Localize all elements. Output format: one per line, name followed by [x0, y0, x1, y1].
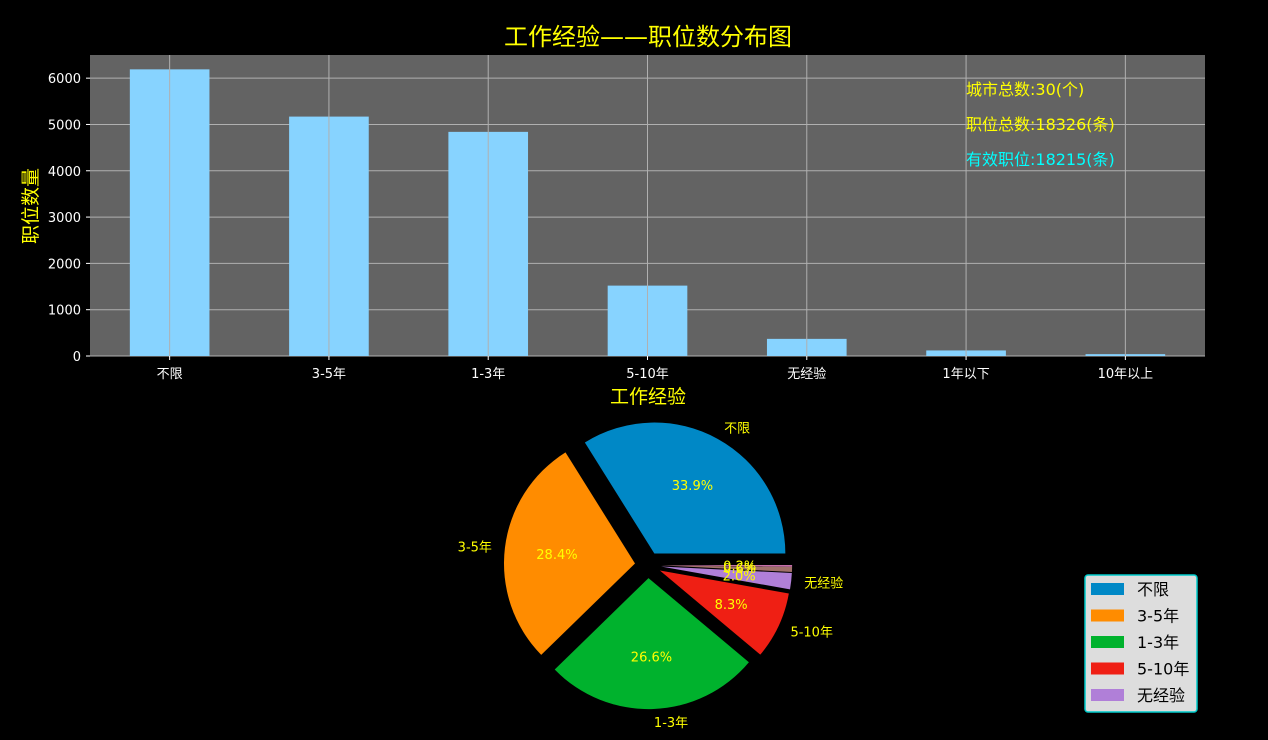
pie-pct-label: 0.2% — [723, 560, 756, 575]
pie-slice — [661, 565, 793, 567]
pie-slice — [554, 578, 749, 710]
x-tick-label: 1年以下 — [942, 367, 989, 382]
annotation-city-count: 城市总数:30(个) — [966, 80, 1084, 99]
pie-pct-label: 8.3% — [715, 598, 748, 613]
y-axis-label: 职位数量 — [20, 168, 42, 244]
pie-slice — [661, 566, 792, 590]
bar-series — [129, 55, 1166, 357]
y-tick-label: 6000 — [48, 72, 81, 87]
legend-label: 不限 — [1137, 580, 1169, 599]
y-tick-label: 5000 — [48, 118, 81, 133]
legend-swatch — [1091, 636, 1124, 648]
x-tick-label: 3-5年 — [312, 367, 346, 382]
y-tick-label: 3000 — [48, 211, 81, 226]
pie-chart — [503, 422, 793, 710]
pie-pct-label: 2.0% — [723, 569, 756, 584]
legend-swatch — [1091, 662, 1124, 675]
x-tick-label: 不限 — [157, 367, 183, 382]
legend-swatch — [1091, 583, 1124, 595]
pie-outer-label: 无经验 — [804, 576, 843, 592]
annotation-job-total: 职位总数:18326(条) — [966, 115, 1115, 134]
pie-labels: 33.9% 不限 28.4% 3-5年 26.6% 1-3年 8.3% 5-10年 2.0% 无经… — [458, 421, 844, 731]
pie-slice — [659, 570, 789, 655]
y-tick-label: 1000 — [48, 304, 81, 319]
pie-pct-label: 28.4% — [536, 548, 577, 563]
annotations: 城市总数:30(个) 职位总数:18326(条) 有效职位:18215(条) — [966, 80, 1115, 169]
legend-swatch — [1091, 609, 1124, 622]
pie-outer-label: 5-10年 — [790, 625, 833, 640]
annotation-valid-jobs: 有效职位:18215(条) — [966, 150, 1115, 169]
legend-label: 3-5年 — [1137, 607, 1179, 626]
legend-box — [1084, 574, 1198, 713]
x-tick-label: 10年以上 — [1098, 367, 1154, 382]
pie-outer-label: 3-5年 — [458, 540, 492, 555]
pie-pct-label: 26.6% — [631, 651, 672, 666]
pie-outer-label: 1-3年 — [654, 716, 688, 731]
legend-label: 5-10年 — [1137, 660, 1189, 679]
x-axis-label: 工作经验 — [610, 386, 686, 408]
x-tick-label: 无经验 — [787, 366, 826, 382]
x-axis: 不限 3-5年 1-3年 5-10年 无经验 1年以下 10年以上 — [157, 356, 1153, 382]
pie-slice — [584, 422, 786, 554]
legend-swatch — [1091, 689, 1124, 701]
y-tick-label: 2000 — [48, 257, 81, 272]
y-axis: 0 1000 2000 3000 4000 5000 6000 — [48, 72, 90, 365]
pie-outer-label: 不限 — [724, 421, 750, 436]
x-tick-label: 1-3年 — [471, 367, 505, 382]
pie-slice — [661, 565, 793, 572]
y-tick-label: 0 — [73, 350, 81, 365]
y-tick-label: 4000 — [48, 165, 81, 180]
pie-slice — [503, 452, 635, 655]
bar-chart-title: 工作经验——职位数分布图 — [504, 23, 792, 51]
pie-pct-label: 0.6% — [723, 562, 756, 577]
legend-label: 1-3年 — [1137, 633, 1179, 652]
x-tick-label: 5-10年 — [626, 367, 669, 382]
pie-pct-label: 33.9% — [672, 479, 713, 494]
legend-label: 无经验 — [1137, 686, 1185, 705]
